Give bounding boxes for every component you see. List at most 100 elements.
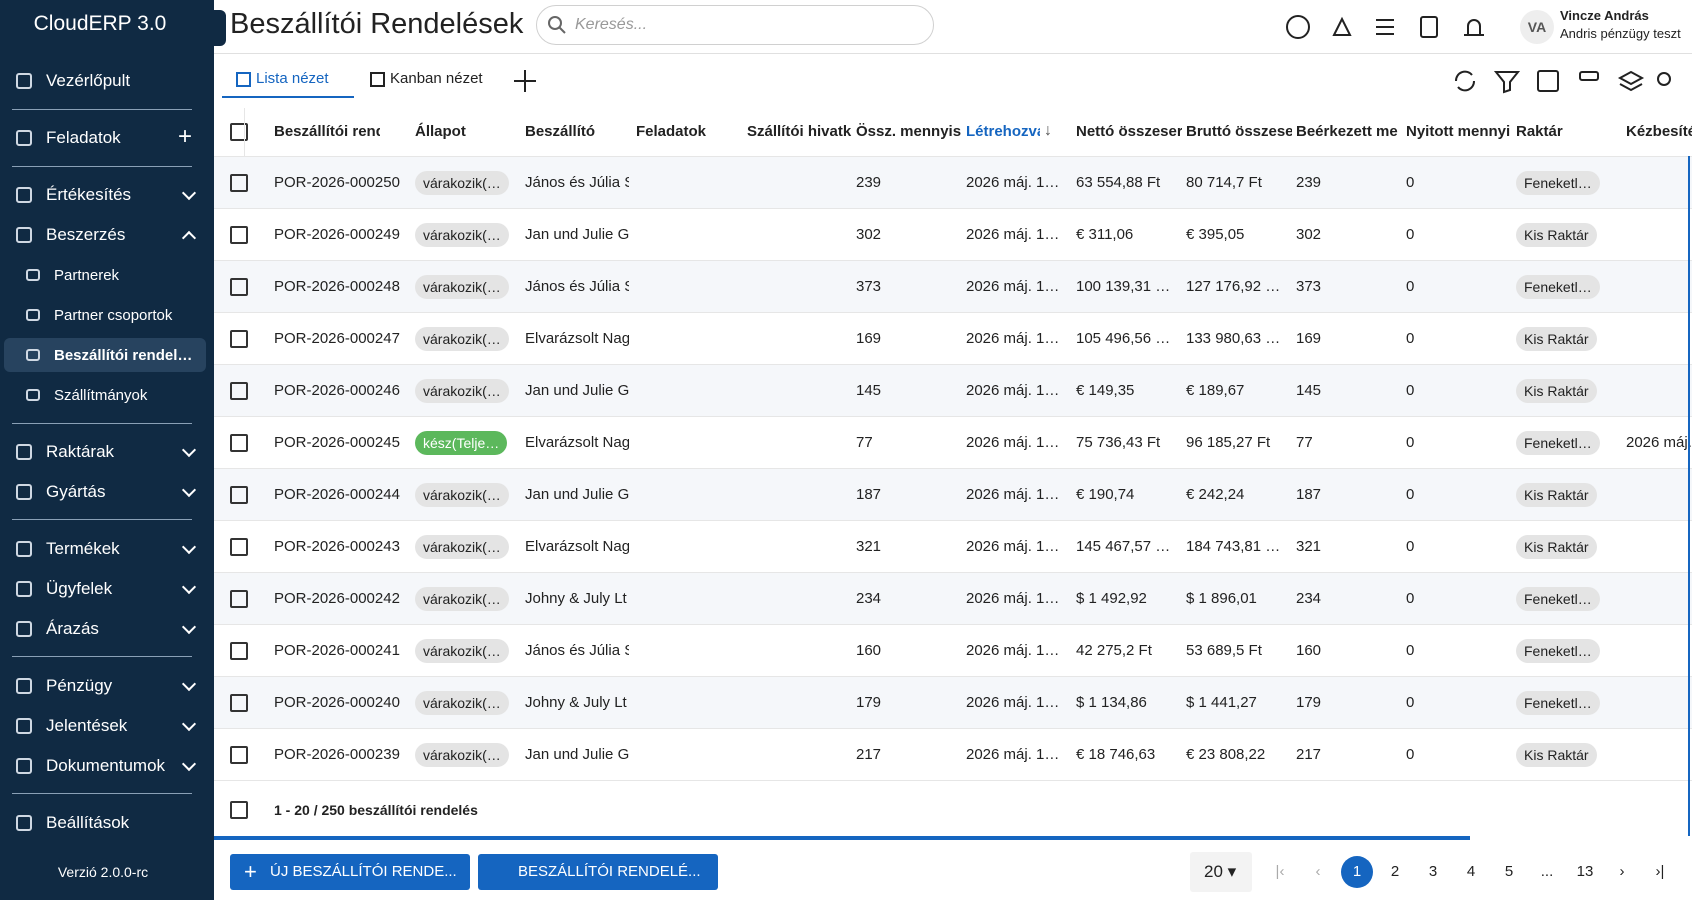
search-box[interactable]: Keresés... bbox=[536, 5, 934, 45]
table-row[interactable]: POR-2026-000249 várakozik(… Jan und Julie … bbox=[214, 208, 1692, 260]
checkbox[interactable] bbox=[230, 590, 248, 608]
checkbox[interactable] bbox=[230, 801, 248, 819]
table-row[interactable]: POR-2026-000248 várakozik(… János és Júlia… bbox=[214, 260, 1692, 312]
checkbox[interactable] bbox=[230, 486, 248, 504]
table-row[interactable]: POR-2026-000250 várakozik(… János és Júlia… bbox=[214, 156, 1692, 208]
cell-gross: 80 714,7 Ft bbox=[1186, 174, 1262, 191]
nav-item[interactable]: Beállítások bbox=[4, 806, 206, 840]
table-row[interactable]: POR-2026-000247 várakozik(… Elvarázsolt Na… bbox=[214, 312, 1692, 364]
chip: várakozik(… bbox=[415, 639, 509, 664]
cell-status: várakozik(… bbox=[415, 677, 519, 729]
cell-status: várakozik(… bbox=[415, 521, 519, 573]
nav-item[interactable]: Beszerzés bbox=[4, 218, 206, 252]
column-header[interactable]: Raktár bbox=[1516, 123, 1563, 140]
checkbox[interactable] bbox=[230, 538, 248, 556]
chip: várakozik(… bbox=[415, 327, 509, 352]
nav-item[interactable]: Dokumentumok bbox=[4, 749, 206, 783]
page-size[interactable]: 20 ▾ bbox=[1190, 852, 1252, 892]
cell-net: $ 1 134,86 bbox=[1076, 694, 1147, 711]
nav-item[interactable]: Feladatok + bbox=[4, 121, 206, 155]
page-button[interactable]: 5 bbox=[1504, 863, 1514, 880]
collapse-button[interactable] bbox=[198, 10, 226, 46]
column-header[interactable]: Nyitott mennyi bbox=[1406, 123, 1511, 140]
nav-item[interactable]: Beszállítói rendel… bbox=[4, 338, 206, 372]
checkbox[interactable] bbox=[230, 382, 248, 400]
column-header[interactable]: Kézbesíté bbox=[1626, 123, 1692, 140]
page-button[interactable]: ... bbox=[1540, 863, 1554, 880]
cell-supplier: Jan und Julie G bbox=[525, 382, 629, 399]
nav-item[interactable]: Árazás bbox=[4, 612, 206, 646]
nav-item[interactable]: Termékek bbox=[4, 532, 206, 566]
cell-net: € 190,74 bbox=[1076, 486, 1135, 503]
new-button[interactable]: + ÚJ BESZÁLLÍTÓI RENDE... bbox=[230, 854, 470, 890]
nav-item[interactable]: Jelentések bbox=[4, 709, 206, 743]
table-row[interactable]: POR-2026-000241 várakozik(… János és Júlia… bbox=[214, 624, 1692, 676]
chip: Kis Raktár bbox=[1516, 535, 1597, 560]
cell-status: várakozik(… bbox=[415, 157, 519, 209]
table-row[interactable]: POR-2026-000243 várakozik(… Elvarázsolt Na… bbox=[214, 520, 1692, 572]
scrollbar bbox=[214, 836, 1470, 840]
toolbar-icons[interactable] bbox=[1284, 13, 1504, 41]
table-row[interactable]: POR-2026-000242 várakozik(… Johny & July L… bbox=[214, 572, 1692, 624]
cell-status: várakozik(… bbox=[415, 313, 519, 365]
refresh-button[interactable]: BESZÁLLÍTÓI RENDELÉ... bbox=[478, 854, 718, 890]
tab[interactable]: Kanban nézet bbox=[390, 70, 483, 87]
nav-item[interactable]: Szállítmányok bbox=[4, 378, 206, 412]
nav-item[interactable]: Raktárak bbox=[4, 435, 206, 469]
page-button[interactable]: 13 bbox=[1576, 863, 1594, 880]
column-header[interactable]: Feladatok bbox=[636, 123, 707, 140]
scrollbar-v bbox=[1688, 156, 1690, 836]
first-page[interactable]: |‹ bbox=[1275, 863, 1285, 880]
cell-status: várakozik(… bbox=[415, 209, 519, 261]
page-button[interactable]: 2 bbox=[1390, 863, 1400, 880]
tab[interactable]: Lista nézet bbox=[256, 70, 329, 87]
checkbox[interactable] bbox=[230, 278, 248, 296]
checkbox[interactable] bbox=[230, 123, 248, 141]
add-icon[interactable]: + bbox=[177, 123, 192, 150]
checkbox[interactable] bbox=[230, 174, 248, 192]
column-header[interactable]: Nettó összeser bbox=[1076, 123, 1182, 140]
column-header[interactable]: Beérkezett me bbox=[1296, 123, 1398, 140]
add-view[interactable] bbox=[512, 68, 538, 94]
cell-open: 0 bbox=[1406, 590, 1415, 607]
page-button[interactable]: 1 bbox=[1341, 856, 1373, 888]
table-row[interactable]: POR-2026-000240 várakozik(… Johny & July L… bbox=[214, 676, 1692, 728]
page-button[interactable]: 4 bbox=[1466, 863, 1476, 880]
tab-indicator bbox=[222, 96, 354, 98]
nav-item[interactable]: Partner csoportok bbox=[4, 298, 206, 332]
nav-item[interactable]: Ügyfelek bbox=[4, 572, 206, 606]
column-header[interactable]: Össz. mennyis bbox=[856, 123, 962, 140]
page-button[interactable]: 3 bbox=[1428, 863, 1438, 880]
column-header[interactable]: Beszállítói rendelés bbox=[274, 123, 380, 140]
table-row[interactable]: POR-2026-000239 várakozik(… Jan und Julie … bbox=[214, 728, 1692, 780]
nav-item[interactable]: Vezérlőpult bbox=[4, 64, 206, 98]
column-header[interactable]: Állapot bbox=[415, 123, 466, 140]
cell-open: 0 bbox=[1406, 330, 1415, 347]
cell-supplier: János és Júlia S bbox=[525, 642, 629, 659]
nav-item[interactable]: Értékesítés bbox=[4, 178, 206, 212]
checkbox[interactable] bbox=[230, 746, 248, 764]
column-header[interactable]: Létrehozva bbox=[966, 123, 1040, 140]
checkbox[interactable] bbox=[230, 434, 248, 452]
nav-item[interactable]: Pénzügy bbox=[4, 669, 206, 703]
checkbox[interactable] bbox=[230, 226, 248, 244]
column-header[interactable]: Bruttó összese bbox=[1186, 123, 1292, 140]
table-tools[interactable] bbox=[1450, 66, 1680, 96]
avatar[interactable]: VA bbox=[1520, 10, 1554, 44]
table-row[interactable]: POR-2026-000244 várakozik(… Jan und Julie … bbox=[214, 468, 1692, 520]
divider bbox=[12, 656, 192, 657]
last-page[interactable]: ›| bbox=[1655, 863, 1665, 880]
nav-item[interactable]: Gyártás bbox=[4, 475, 206, 509]
prev-page[interactable]: ‹ bbox=[1315, 863, 1321, 880]
column-header[interactable]: Beszállító bbox=[525, 123, 596, 140]
cell-id: POR-2026-000240 bbox=[274, 694, 400, 711]
table-row[interactable]: POR-2026-000245 kész(Telje… Elvarázsolt Na… bbox=[214, 416, 1692, 468]
column-header[interactable]: Szállítói hivatk bbox=[747, 123, 852, 140]
nav-item[interactable]: Partnerek bbox=[4, 258, 206, 292]
table-row[interactable]: POR-2026-000246 várakozik(… Jan und Julie … bbox=[214, 364, 1692, 416]
next-page[interactable]: › bbox=[1619, 863, 1625, 880]
checkbox[interactable] bbox=[230, 694, 248, 712]
checkbox[interactable] bbox=[230, 642, 248, 660]
checkbox[interactable] bbox=[230, 330, 248, 348]
nav-label: Gyártás bbox=[46, 482, 106, 501]
